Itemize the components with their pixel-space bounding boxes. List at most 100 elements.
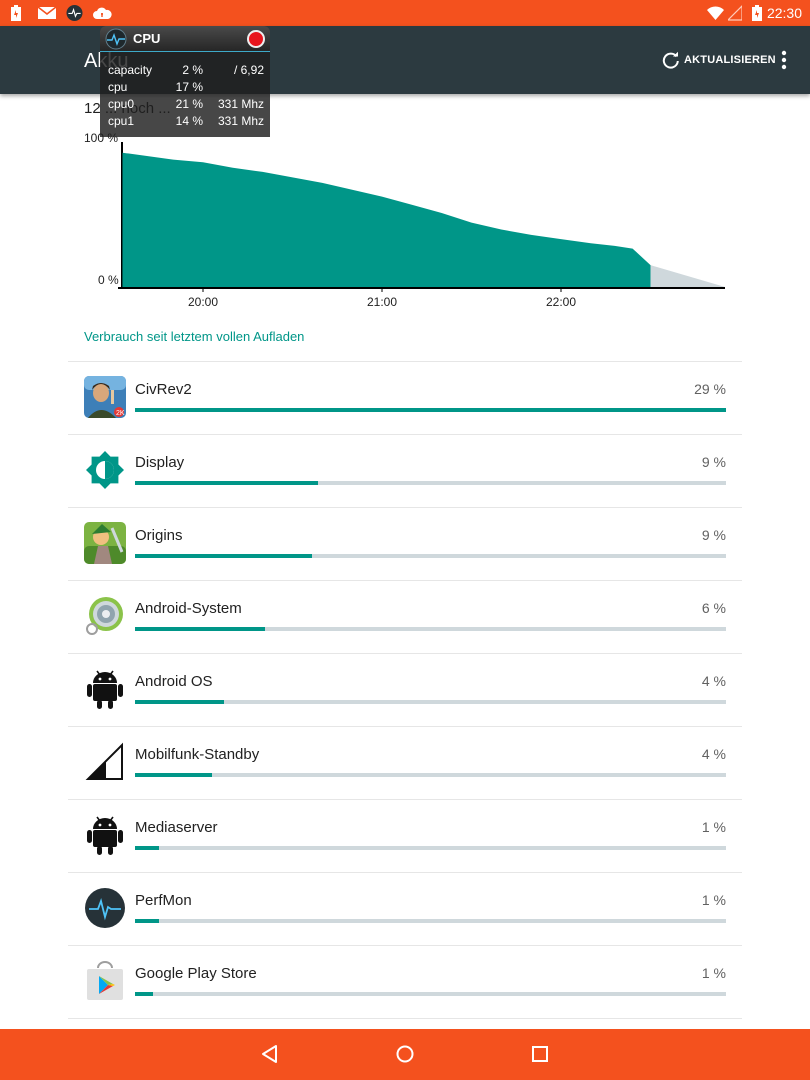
app-name: CivRev2 [135, 381, 192, 398]
usage-bar [135, 481, 726, 485]
refresh-button[interactable]: AKTUALISIEREN [662, 48, 776, 72]
app-name: Origins [135, 527, 183, 544]
battery-icon [752, 5, 762, 21]
usage-bar [135, 992, 726, 996]
refresh-label: AKTUALISIEREN [684, 54, 776, 66]
cpu-row: cpu1 14 % 331 Mhz [100, 114, 270, 131]
cpu-overlay-header[interactable]: CPU [100, 26, 270, 52]
cpu-row-value: 17 % [175, 80, 203, 94]
usage-bar-fill [135, 919, 159, 923]
usage-percent: 6 % [701, 600, 726, 616]
refresh-icon [662, 51, 679, 69]
list-item[interactable]: Android OS 4 % [68, 654, 742, 727]
perfmon-icon [66, 5, 83, 21]
civrev2-icon: 2K [84, 376, 126, 418]
home-icon[interactable] [393, 1042, 417, 1066]
cpu-row: cpu 17 % [100, 80, 270, 97]
app-name: PerfMon [135, 892, 192, 909]
app-name: Google Play Store [135, 965, 257, 982]
section-header: Verbrauch seit letztem vollen Aufladen [84, 329, 305, 344]
battery-charging-icon [11, 5, 21, 21]
status-time: 22:30 [766, 5, 802, 21]
usage-bar-fill [135, 554, 313, 558]
usage-bar-fill [135, 481, 319, 485]
email-icon [38, 6, 56, 19]
record-button[interactable] [247, 30, 265, 48]
android-icon [87, 670, 123, 709]
cpu-row: capacity 2 % / 6,92 [100, 63, 270, 80]
list-item[interactable]: Display 9 % [68, 435, 742, 508]
usage-percent: 1 % [701, 965, 726, 981]
usage-percent: 29 % [694, 381, 726, 397]
y-bottom-label: 0 % [98, 273, 119, 287]
list-item[interactable]: Mediaserver 1 % [68, 800, 742, 873]
cpu-row-label: cpu0 [108, 97, 135, 111]
usage-bar-fill [135, 773, 212, 777]
app-name: Android OS [135, 673, 213, 690]
app-usage-list: 2K CivRev2 29 % Display 9 % Origins 9 % [68, 362, 742, 1019]
usage-bar-fill [135, 408, 726, 412]
list-item[interactable]: Google Play Store 1 % [68, 946, 742, 1019]
overflow-menu-icon[interactable] [776, 48, 792, 72]
battery-level-area [122, 152, 651, 287]
back-icon[interactable] [258, 1042, 282, 1066]
x-tick-label: 22:00 [546, 295, 576, 309]
status-bar: 22:30 [0, 0, 810, 26]
usage-bar-fill [135, 627, 266, 631]
perfmon-icon [85, 888, 125, 928]
app-name: Mediaserver [135, 819, 218, 836]
usage-bar-fill [135, 992, 153, 996]
usage-bar [135, 408, 726, 412]
play-store-icon [87, 961, 123, 1000]
navigation-bar [0, 1029, 810, 1080]
list-item[interactable]: Mobilfunk-Standby 4 % [68, 727, 742, 800]
perfmon-icon [105, 28, 127, 50]
usage-bar-fill [135, 700, 224, 704]
android-icon [87, 816, 123, 855]
x-tick-label: 20:00 [188, 295, 218, 309]
usage-percent: 4 % [701, 746, 726, 762]
usage-bar [135, 554, 726, 558]
cpu-row-label: cpu1 [108, 114, 135, 128]
usage-percent: 9 % [701, 454, 726, 470]
app-name: Android-System [135, 600, 242, 617]
x-tick-label: 21:00 [367, 295, 397, 309]
cpu-row: cpu0 21 % 331 Mhz [100, 97, 270, 114]
cpu-row-value: 14 % [175, 114, 203, 128]
battery-forecast-area [650, 265, 726, 287]
svg-text:2K: 2K [116, 410, 125, 417]
cpu-row-label: cpu [108, 80, 128, 94]
wifi-icon [707, 6, 724, 20]
list-item[interactable]: PerfMon 1 % [68, 873, 742, 946]
cpu-row-extra: 331 Mhz [217, 114, 264, 128]
origins-icon [84, 522, 126, 564]
usage-percent: 1 % [701, 892, 726, 908]
cpu-row-value: 21 % [175, 97, 203, 111]
usage-bar [135, 627, 726, 631]
list-item[interactable]: Origins 9 % [68, 508, 742, 581]
recents-icon[interactable] [528, 1042, 552, 1066]
cell-signal-icon [85, 742, 123, 780]
usage-bar [135, 919, 726, 923]
android-system-icon [86, 597, 123, 635]
signal-icon [728, 5, 742, 21]
usage-bar [135, 846, 726, 850]
usage-bar-fill [135, 846, 159, 850]
usage-percent: 1 % [701, 819, 726, 835]
cpu-row-extra: 331 Mhz [217, 97, 264, 111]
list-item[interactable]: 2K CivRev2 29 % [68, 362, 742, 435]
cpu-row-label: capacity [108, 63, 153, 77]
list-item[interactable]: Android-System 6 % [68, 581, 742, 654]
usage-percent: 9 % [701, 527, 726, 543]
usage-percent: 4 % [701, 673, 726, 689]
display-brightness-icon [86, 451, 124, 489]
cloud-icon [93, 7, 112, 19]
usage-bar [135, 773, 726, 777]
cpu-overlay-title: CPU [133, 31, 161, 46]
cpu-overlay[interactable]: CPU capacity 2 % / 6,92 cpu 17 % cpu0 21… [100, 26, 270, 137]
battery-chart: 100 % 0 % 20:00 21:00 22:00 [84, 131, 726, 309]
app-name: Display [135, 454, 185, 471]
cpu-row-value: 2 % [182, 63, 203, 77]
usage-bar [135, 700, 726, 704]
cpu-row-extra: / 6,92 [233, 63, 264, 77]
